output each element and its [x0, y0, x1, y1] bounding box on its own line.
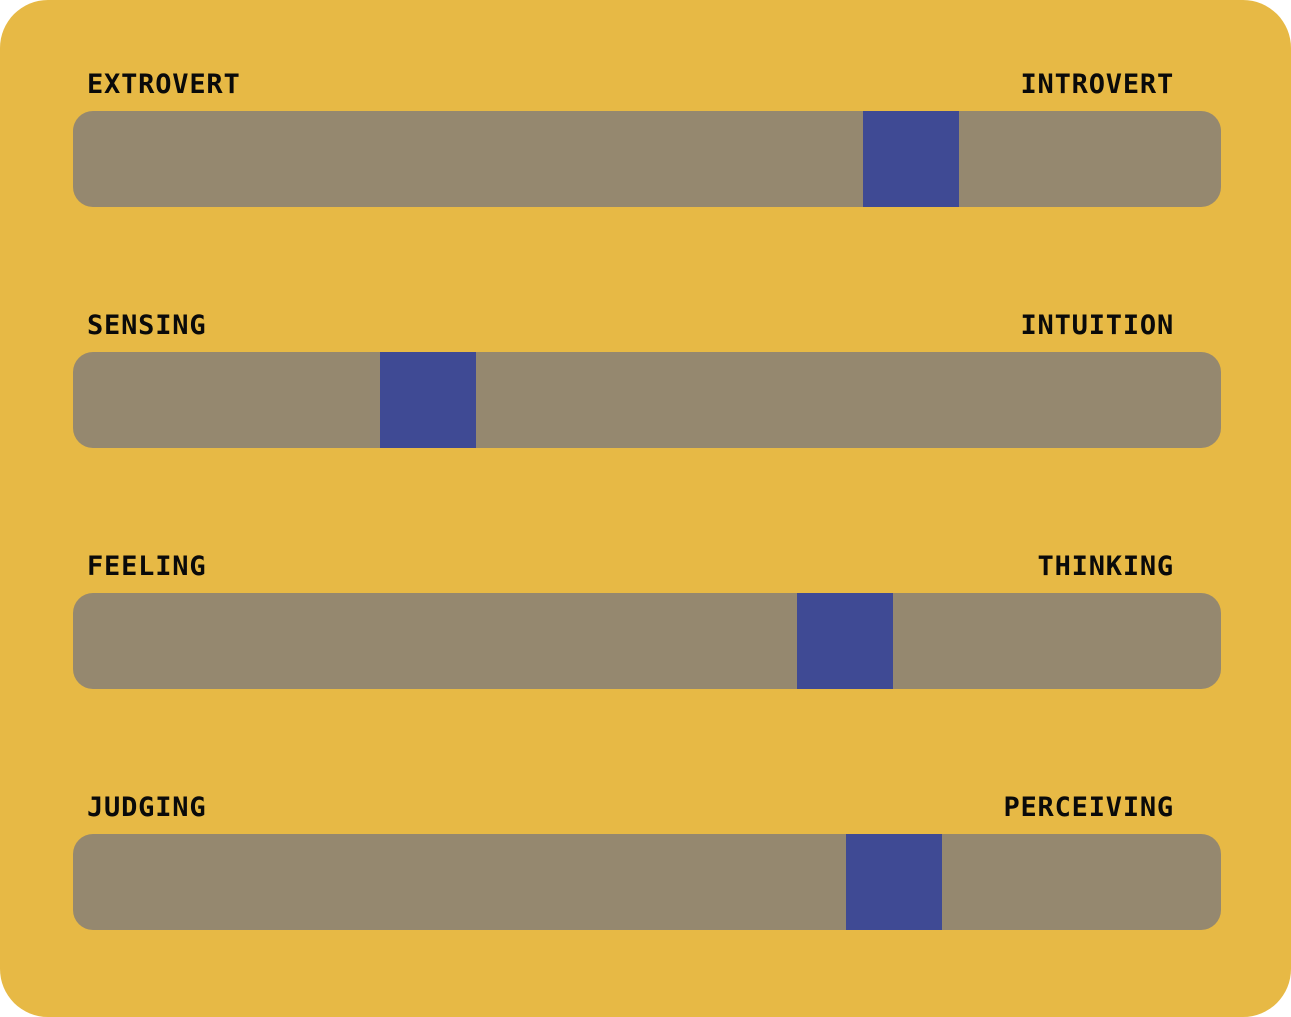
trait-right-label: INTUITION — [1020, 310, 1174, 341]
trait-left-label: SENSING — [87, 310, 207, 341]
trait-section-judging-perceiving: JUDGING PERCEIVING — [73, 794, 1221, 930]
trait-slider-handle[interactable] — [379, 352, 476, 448]
trait-slider-track[interactable] — [73, 834, 1221, 930]
trait-slider-track[interactable] — [73, 593, 1221, 689]
trait-section-feeling-thinking: FEELING THINKING — [73, 553, 1221, 689]
trait-labels-row: JUDGING PERCEIVING — [73, 794, 1221, 834]
trait-right-label: THINKING — [1037, 551, 1174, 582]
trait-labels-row: SENSING INTUITION — [73, 312, 1221, 352]
trait-left-label: JUDGING — [87, 792, 207, 823]
trait-right-label: INTROVERT — [1020, 69, 1174, 100]
trait-slider-handle[interactable] — [862, 111, 959, 207]
trait-labels-row: FEELING THINKING — [73, 553, 1221, 593]
trait-slider-track[interactable] — [73, 352, 1221, 448]
trait-left-label: FEELING — [87, 551, 207, 582]
trait-left-label: EXTROVERT — [87, 69, 241, 100]
trait-section-extrovert-introvert: EXTROVERT INTROVERT — [73, 71, 1221, 207]
trait-right-label: PERCEIVING — [1003, 792, 1174, 823]
trait-section-sensing-intuition: SENSING INTUITION — [73, 312, 1221, 448]
trait-labels-row: EXTROVERT INTROVERT — [73, 71, 1221, 111]
trait-slider-handle[interactable] — [797, 593, 894, 689]
trait-slider-handle[interactable] — [845, 834, 942, 930]
trait-slider-track[interactable] — [73, 111, 1221, 207]
